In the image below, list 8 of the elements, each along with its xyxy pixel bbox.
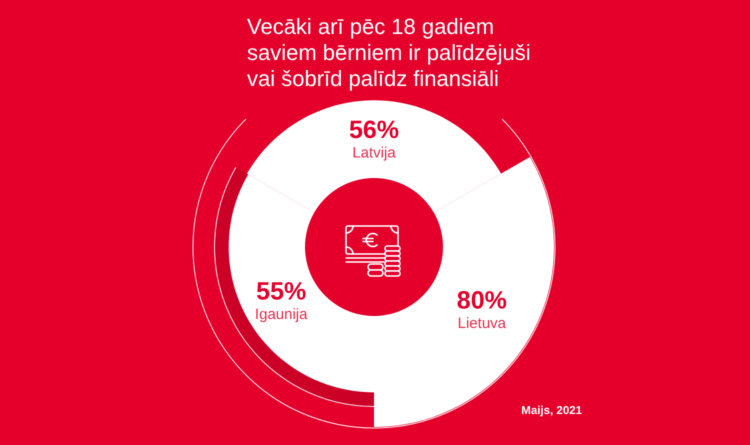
- category-label: Lietuva: [458, 314, 507, 332]
- category-label: Latvija: [352, 144, 396, 162]
- category-label: Igaunija: [254, 306, 308, 324]
- data-label: 56%: [348, 116, 400, 144]
- text: Vecāki arī pēc 18 gadiem saviem bērniem ir palīdzējuši vai šobrīd palīdz finansiāli: [247, 14, 532, 92]
- data-label: 80%: [456, 286, 507, 314]
- data-label: 55%: [256, 278, 306, 306]
- text: Maijs, 2021: [521, 405, 582, 418]
